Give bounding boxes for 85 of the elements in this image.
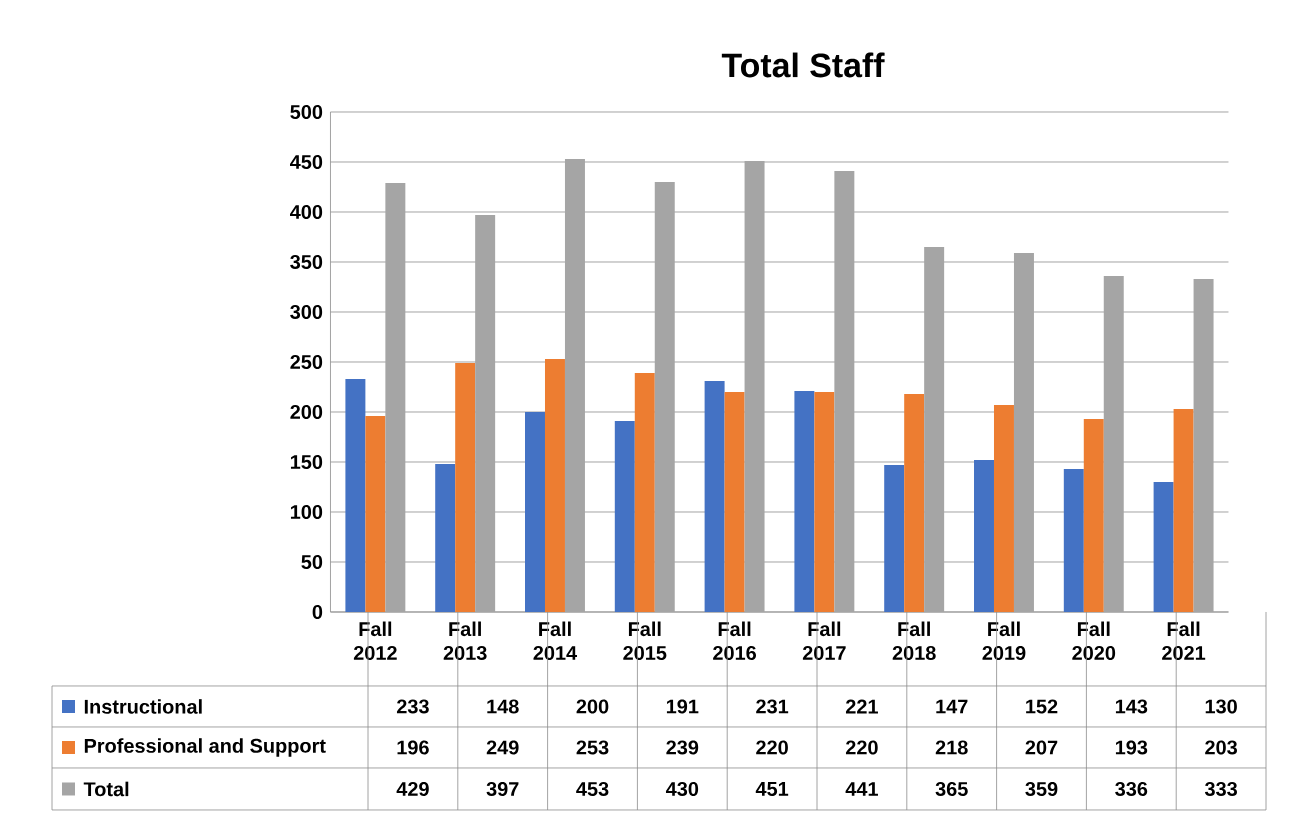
data-label: 441 <box>845 782 878 796</box>
data-label: 365 <box>935 781 968 797</box>
data-label: 220 <box>756 740 788 755</box>
bar <box>455 362 476 612</box>
y-tick-label: 200 <box>290 404 323 420</box>
x-tick-label: Fall 2019 <box>982 621 1026 661</box>
bar <box>385 182 406 612</box>
bar <box>544 358 565 612</box>
y-tick-label: 150 <box>290 454 323 470</box>
x-tick-label: Fall 2020 <box>1072 621 1116 661</box>
data-label: 430 <box>665 781 699 797</box>
data-label: 143 <box>1115 699 1148 714</box>
bar <box>834 170 855 612</box>
data-label: 152 <box>1026 699 1058 714</box>
x-tick-label: Fall 2014 <box>533 621 578 661</box>
bar <box>634 372 655 612</box>
y-tick-label: 50 <box>301 554 323 570</box>
x-tick-label: Fall 2017 <box>802 621 846 661</box>
y-tick-label: 500 <box>290 104 323 120</box>
bar <box>564 158 585 612</box>
data-label: 253 <box>576 740 609 755</box>
bar <box>345 378 366 612</box>
data-label: 191 <box>666 699 699 714</box>
x-tick-label: Fall 2013 <box>443 621 487 661</box>
data-label: 196 <box>397 740 429 755</box>
bar <box>724 391 745 612</box>
bar <box>814 391 835 612</box>
y-tick-label: 100 <box>290 504 323 520</box>
data-label: 203 <box>1205 740 1237 755</box>
bar <box>654 181 675 612</box>
y-tick-label: 350 <box>290 254 323 270</box>
bar <box>924 246 945 612</box>
data-label: 249 <box>486 740 519 755</box>
bar <box>614 420 635 612</box>
bar <box>974 459 994 612</box>
bar <box>1063 468 1084 612</box>
x-tick-label: Fall 2012 <box>353 621 397 661</box>
data-label: 221 <box>845 699 878 714</box>
bar <box>794 390 815 612</box>
x-tick-label: Fall 2018 <box>892 621 936 661</box>
y-tick-label: 400 <box>290 204 323 220</box>
data-label: 336 <box>1115 781 1148 797</box>
bar <box>993 404 1014 612</box>
data-label: 233 <box>396 699 429 714</box>
y-tick-label: 300 <box>290 304 323 320</box>
bar <box>1173 408 1194 612</box>
chart-title: Total Staff <box>721 52 885 78</box>
data-label: 239 <box>666 740 699 755</box>
data-label: 453 <box>576 781 609 797</box>
legend-label: Professional and Support <box>84 738 326 757</box>
data-label: 207 <box>1025 740 1058 755</box>
bar <box>884 464 905 612</box>
data-label: 231 <box>756 699 789 714</box>
x-tick-label: Fall 2021 <box>1162 621 1206 661</box>
y-tick-label: 0 <box>312 604 323 620</box>
bar <box>1193 278 1214 612</box>
legend-label: Instructional <box>84 699 202 714</box>
data-label: 130 <box>1205 699 1237 714</box>
data-label: 220 <box>845 740 878 755</box>
bar <box>904 393 925 612</box>
bar <box>744 160 765 612</box>
bar <box>704 380 725 612</box>
bar <box>525 411 545 612</box>
data-label: 397 <box>486 781 519 797</box>
x-tick-label: Fall 2015 <box>623 621 667 661</box>
data-label: 451 <box>755 782 789 796</box>
bar <box>1013 252 1034 612</box>
data-label: 200 <box>576 699 609 714</box>
data-label: 193 <box>1115 740 1148 755</box>
data-label: 218 <box>935 740 968 755</box>
bar <box>435 463 456 612</box>
data-label: 148 <box>487 699 519 714</box>
x-tick-label: Fall 2016 <box>713 621 757 661</box>
data-label: 429 <box>396 781 429 797</box>
bar <box>1083 418 1104 612</box>
bar <box>365 415 386 612</box>
y-tick-label: 450 <box>290 154 323 170</box>
data-label: 333 <box>1204 781 1237 797</box>
y-tick-label: 250 <box>290 354 323 370</box>
bar <box>475 214 496 612</box>
data-label: 359 <box>1025 781 1058 797</box>
bar <box>1153 481 1174 612</box>
legend-label: Total <box>83 781 129 797</box>
data-label: 147 <box>936 699 968 714</box>
bar <box>1103 275 1124 612</box>
